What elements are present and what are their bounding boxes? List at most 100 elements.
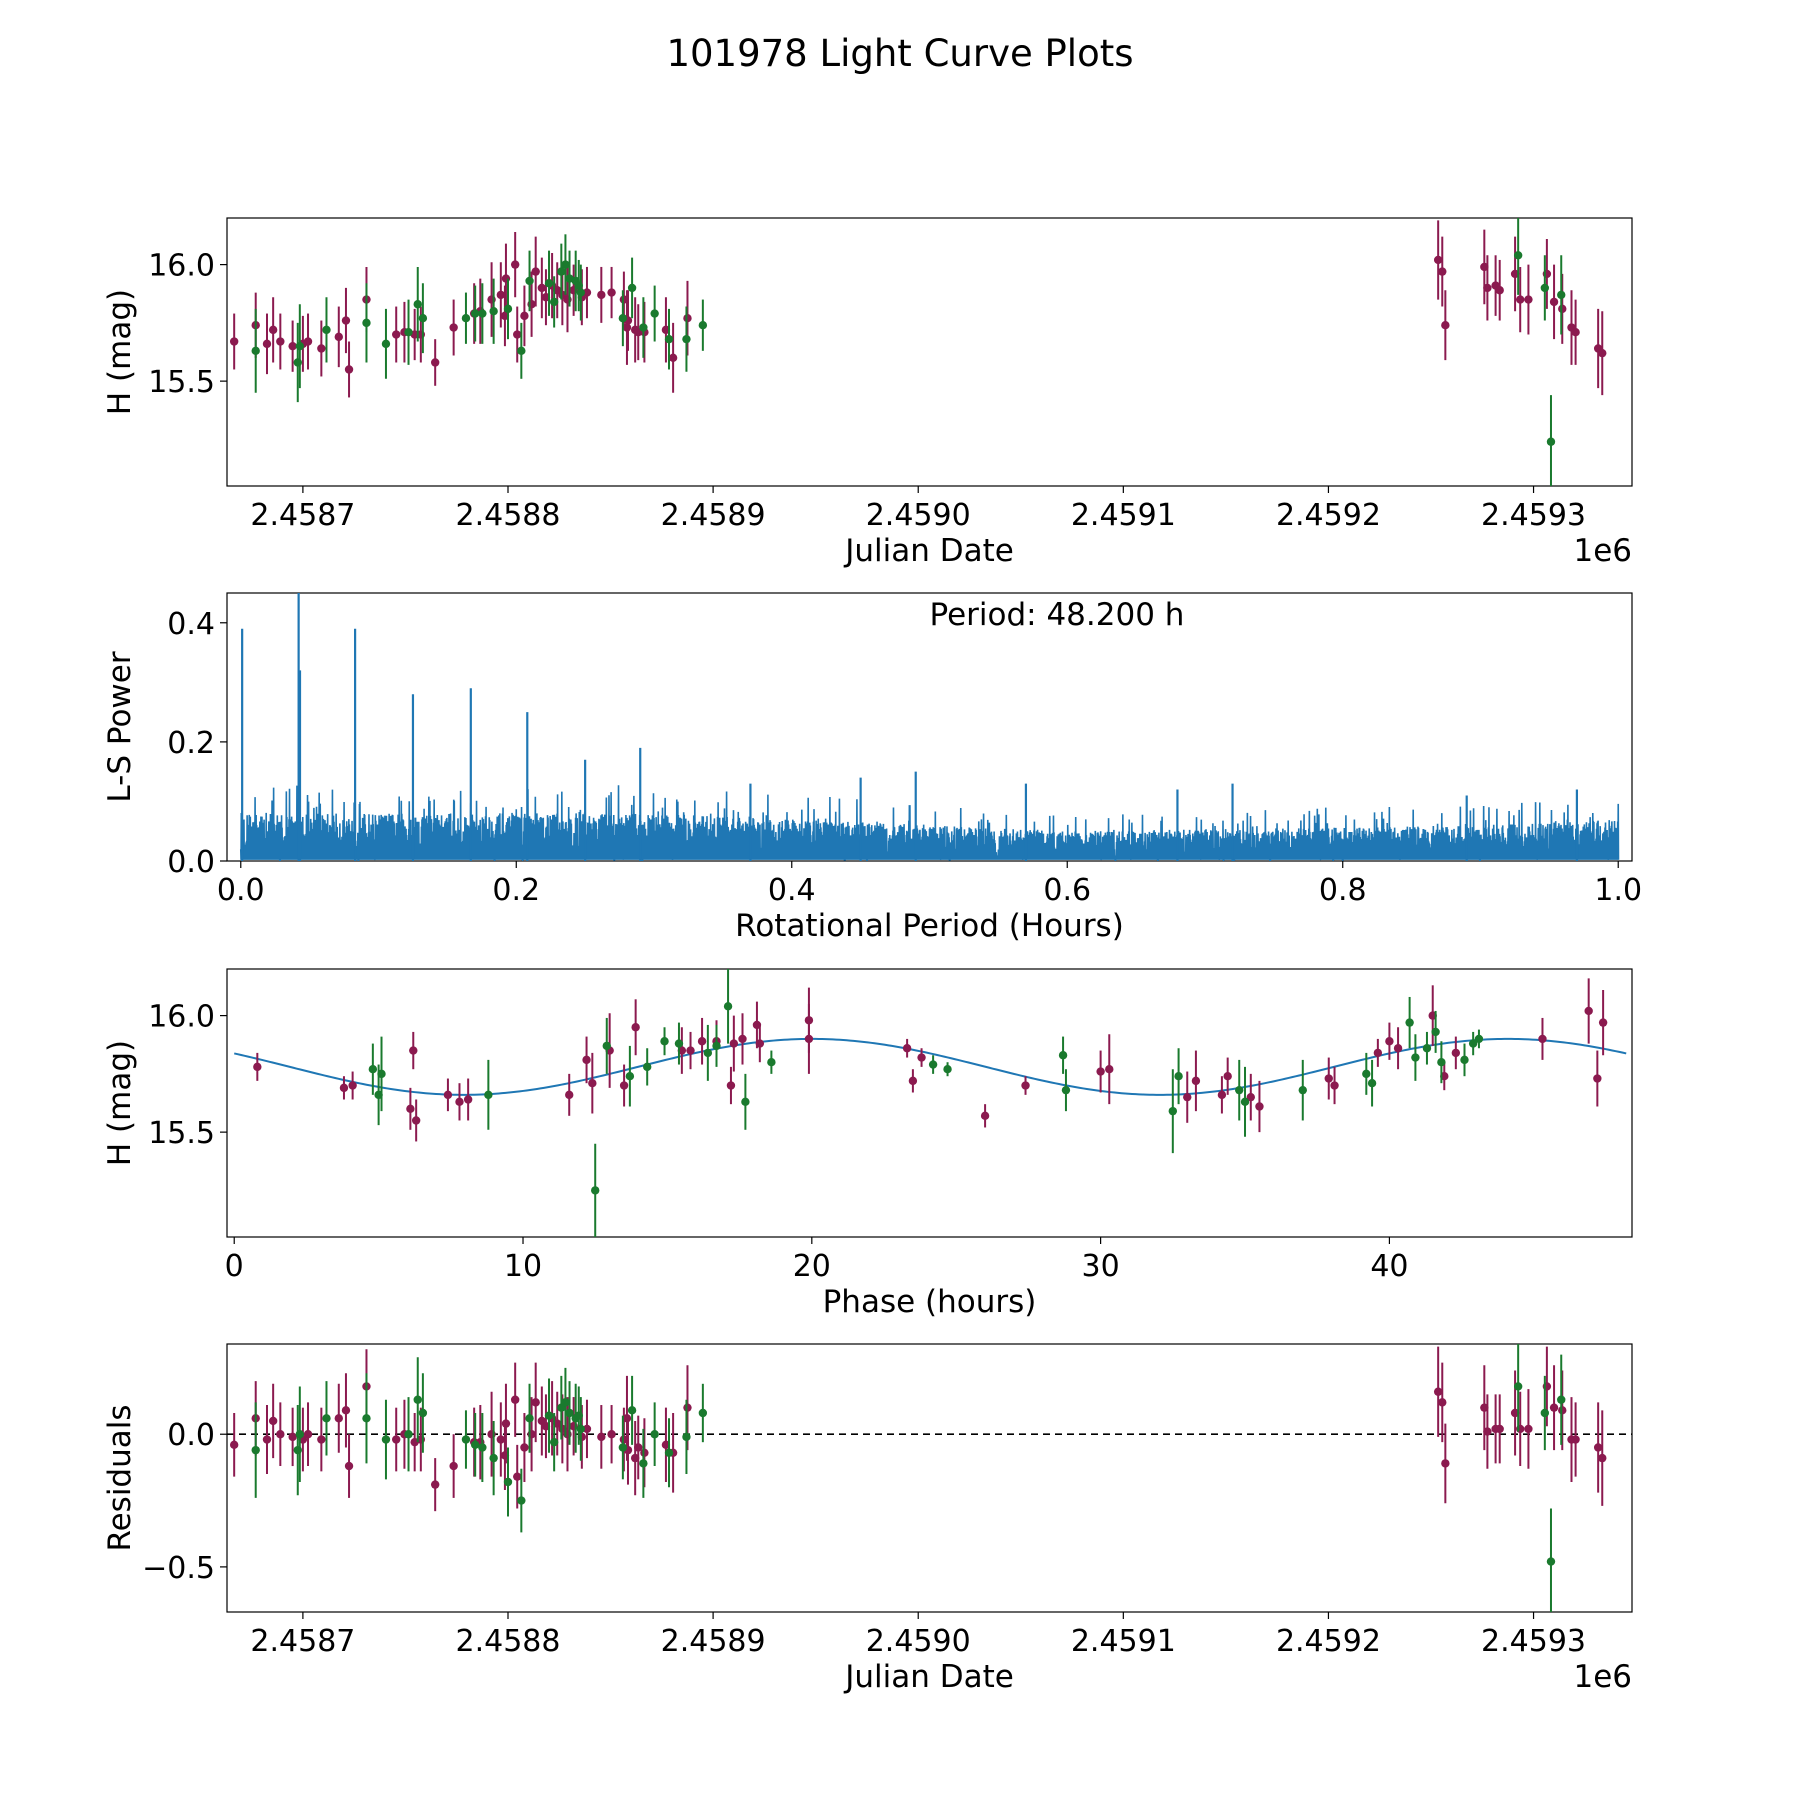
residuals-maroon-point [268, 1416, 278, 1426]
lightcurve-green-point [1546, 437, 1556, 446]
residuals-maroon-point [303, 1430, 313, 1439]
phased-maroon-point [631, 1023, 640, 1032]
phased-green-point [674, 1039, 684, 1048]
phased-maroon-point [411, 1116, 421, 1125]
lightcurve-green-point [618, 314, 628, 323]
phased-ylabel: H (mag) [102, 1040, 138, 1166]
phased-maroon-point [804, 1034, 814, 1044]
phased-green-point [1411, 1053, 1420, 1062]
lightcurve-green-point [698, 321, 708, 330]
residuals-maroon-point [430, 1480, 440, 1489]
phased-maroon-point [1330, 1081, 1339, 1090]
phased-green-point [591, 1186, 600, 1195]
lightcurve-maroon-point [510, 260, 520, 269]
residuals-ytick-label: −0.5 [142, 1551, 215, 1586]
residuals-maroon-point [607, 1430, 616, 1439]
periodogram-xlabel: Rotational Period (Hours) [735, 908, 1124, 944]
lightcurve-green-point [557, 267, 566, 276]
residuals-green-point [322, 1414, 331, 1423]
residuals-green-point [664, 1448, 674, 1457]
lightcurve-maroon-point [1516, 295, 1525, 304]
lightcurve-x-offset-label: 1e6 [1573, 533, 1632, 569]
residuals-green-point [413, 1395, 422, 1404]
phased-green-point [723, 1002, 733, 1011]
phased-green-point [1460, 1055, 1469, 1065]
residuals-xlabel: Julian Date [843, 1659, 1014, 1695]
periodogram-xtick-label: 1.0 [1594, 873, 1642, 908]
residuals-green-point [1540, 1408, 1550, 1418]
residuals-axes-frame [226, 1343, 1633, 1613]
lightcurve-xtick-label: 2.4587 [250, 498, 355, 533]
residuals-maroon-point [520, 1443, 529, 1452]
phased-axes-frame [226, 968, 1633, 1238]
lightcurve-xtick-label: 2.4591 [1071, 498, 1176, 533]
phased-green-point [1367, 1078, 1377, 1088]
lightcurve-green-point [251, 346, 260, 356]
phased-ytick-label: 15.5 [148, 1116, 215, 1151]
residuals-maroon-point [229, 1440, 239, 1450]
lightcurve-maroon-point [597, 290, 606, 300]
periodogram-xtick-label: 0.6 [1043, 873, 1091, 908]
residuals-maroon-point [1441, 1459, 1450, 1468]
residuals-green-point [544, 1411, 554, 1420]
residuals-maroon-point [1438, 1398, 1447, 1407]
residuals-ytick-label: 0.0 [167, 1418, 215, 1453]
lightcurve-maroon-point [607, 288, 616, 297]
phased-maroon-point [339, 1083, 349, 1093]
phased-maroon-point [902, 1044, 912, 1053]
phased-maroon-point [1593, 1074, 1602, 1083]
lightcurve-green-point [470, 309, 480, 318]
phased-maroon-point [1385, 1037, 1394, 1046]
lightcurve-maroon-point [668, 353, 678, 363]
lightcurve-maroon-point [513, 330, 522, 339]
residuals-green-point [627, 1406, 637, 1415]
phased-green-point [1168, 1106, 1178, 1116]
lightcurve-panel: 2.4587 2.4588 2.4589 2.4590 2.4591 2.4592 2.45… [102, 217, 1633, 569]
lightcurve-xtick-label: 2.4588 [456, 498, 561, 533]
phased-green-point [368, 1065, 378, 1074]
phased-green-point [1422, 1044, 1432, 1053]
periodogram-ytick-label: 0.2 [167, 726, 215, 761]
phased-maroon-point [908, 1076, 918, 1086]
residuals-x-offset-label: 1e6 [1573, 1659, 1632, 1695]
periodogram-xtick-label: 0.0 [217, 873, 265, 908]
lightcurve-maroon-point [334, 332, 343, 342]
residuals-green-point [503, 1477, 513, 1487]
phased-maroon-point [1538, 1034, 1547, 1044]
phased-green-point [712, 1041, 721, 1051]
period-annotation: Period: 48.200 h [930, 597, 1185, 633]
phased-green-point [1431, 1027, 1440, 1037]
residuals-green-point [295, 1430, 305, 1439]
phased-maroon-point [619, 1081, 629, 1090]
phased-maroon-point [1393, 1044, 1403, 1053]
lightcurve-maroon-point [1495, 286, 1504, 295]
lightcurve-green-point [461, 314, 471, 323]
residuals-maroon-point [449, 1461, 458, 1471]
lightcurve-maroon-point [1571, 327, 1580, 337]
residuals-maroon-point [1495, 1424, 1504, 1434]
residuals-green-point [618, 1443, 628, 1452]
phased-curve-panel: 0 10 20 30 40 15.5 16.0 Phase (hours) H (mag) [102, 968, 1633, 1320]
phased-maroon-point [738, 1034, 747, 1044]
phased-model-curve [234, 1037, 1627, 1096]
lightcurve-green-point [517, 346, 526, 356]
residuals-ylabel: Residuals [102, 1404, 138, 1551]
lightcurve-maroon-point [341, 316, 351, 325]
phased-maroon-point [565, 1090, 574, 1100]
lightcurve-maroon-point [537, 283, 547, 293]
residuals-green-point [362, 1414, 371, 1423]
lightcurve-maroon-point [229, 337, 239, 346]
residuals-maroon-point [1598, 1453, 1607, 1463]
residuals-maroon-point [640, 1448, 649, 1457]
residuals-xtick-label: 2.4588 [456, 1624, 561, 1659]
phased-maroon-point [443, 1090, 453, 1100]
residuals-green-point [525, 1414, 534, 1423]
residuals-maroon-point [531, 1398, 540, 1407]
residuals-maroon-point [1571, 1435, 1580, 1444]
phased-maroon-point [1183, 1092, 1192, 1102]
lightcurve-maroon-point [1433, 255, 1443, 265]
lightcurve-maroon-point [1441, 321, 1450, 330]
residuals-green-point [565, 1408, 574, 1418]
phased-maroon-point [406, 1104, 415, 1114]
